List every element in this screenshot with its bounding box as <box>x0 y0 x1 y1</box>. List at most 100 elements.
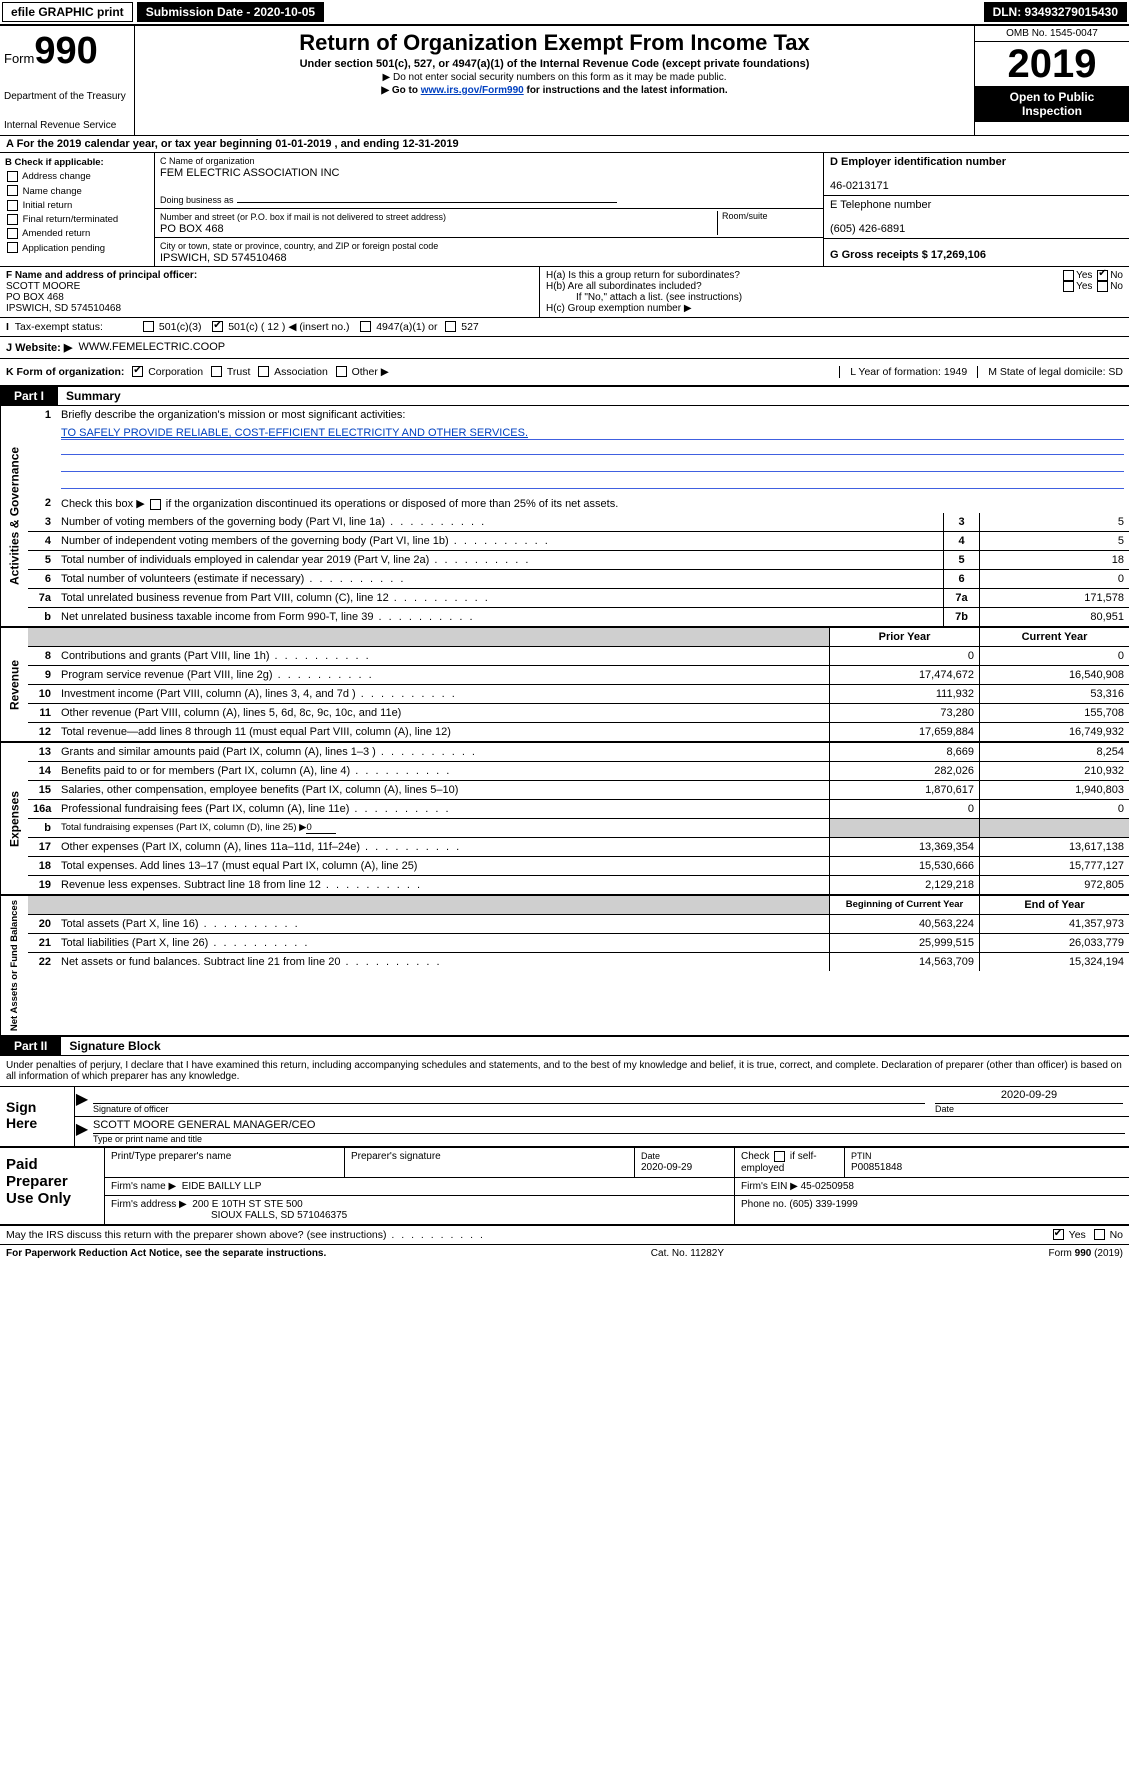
q18-num: 18 <box>28 857 56 875</box>
cb-amended[interactable] <box>7 228 18 239</box>
q7a-text: Total unrelated business revenue from Pa… <box>56 589 943 607</box>
q1-num: 1 <box>28 406 56 424</box>
q5-text: Total number of individuals employed in … <box>56 551 943 569</box>
q5-num: 5 <box>28 551 56 569</box>
officer-sig-line[interactable] <box>93 1089 925 1104</box>
q16b-p <box>829 819 979 837</box>
f-addr2: IPSWICH, SD 574510468 <box>6 303 121 314</box>
q4-n: 4 <box>943 532 979 550</box>
q21-text: Total liabilities (Part X, line 26) <box>56 934 829 952</box>
q13-p: 8,669 <box>829 743 979 761</box>
q10-num: 10 <box>28 685 56 703</box>
prep-name-label: Print/Type preparer's name <box>105 1148 345 1176</box>
k-other[interactable] <box>336 366 347 377</box>
form990-link[interactable]: www.irs.gov/Form990 <box>421 85 524 96</box>
q22-text: Net assets or fund balances. Subtract li… <box>56 953 829 971</box>
revenue-section: Revenue Prior YearCurrent Year 8Contribu… <box>0 628 1129 743</box>
g-receipts-value: G Gross receipts $ 17,269,106 <box>830 249 986 261</box>
q11-c: 155,708 <box>979 704 1129 722</box>
q9-text: Program service revenue (Part VIII, line… <box>56 666 829 684</box>
lb-pending: Application pending <box>22 243 105 254</box>
e-phone-value: (605) 426-6891 <box>830 223 905 235</box>
subtitle-3: ▶ Go to www.irs.gov/Form990 for instruct… <box>143 85 966 96</box>
discuss-no-lb: No <box>1110 1229 1123 1241</box>
q2-checkbox[interactable] <box>150 499 161 510</box>
c-address-row: Number and street (or P.O. box if mail i… <box>155 209 823 238</box>
q21-c: 26,033,779 <box>979 934 1129 952</box>
q14-c: 210,932 <box>979 762 1129 780</box>
i-527[interactable] <box>445 321 456 332</box>
cb-pending[interactable] <box>7 242 18 253</box>
cb-final[interactable] <box>7 214 18 225</box>
k-assoc[interactable] <box>258 366 269 377</box>
part1-tab: Part I <box>0 387 58 405</box>
q3-text: Number of voting members of the governin… <box>56 513 943 531</box>
q2-text: Check this box ▶ if the organization dis… <box>56 494 1129 513</box>
q5-n: 5 <box>943 551 979 569</box>
q2-num: 2 <box>28 494 56 513</box>
f-addr1: PO BOX 468 <box>6 292 64 303</box>
q8-p: 0 <box>829 647 979 665</box>
hb-label: H(b) Are all subordinates included? <box>546 281 702 292</box>
submission-date: Submission Date - 2020-10-05 <box>137 2 324 22</box>
k-other-lb: Other ▶ <box>352 366 389 378</box>
col-de: D Employer identification number 46-0213… <box>824 153 1129 266</box>
e-phone-label: E Telephone number <box>830 199 931 211</box>
j-label: J Website: ▶ <box>6 341 72 354</box>
k-trust-lb: Trust <box>227 366 251 378</box>
hb-note: If "No," attach a list. (see instruction… <box>546 292 1123 303</box>
discuss-text: May the IRS discuss this return with the… <box>6 1229 485 1241</box>
discuss-no[interactable] <box>1094 1229 1105 1240</box>
q4-v: 5 <box>979 532 1129 550</box>
ha-yes[interactable] <box>1063 270 1074 281</box>
cb-address[interactable] <box>7 171 18 182</box>
hdr-prior: Prior Year <box>829 628 979 646</box>
h-group: H(a) Is this a group return for subordin… <box>540 267 1129 317</box>
q10-text: Investment income (Part VIII, column (A)… <box>56 685 829 703</box>
q7b-num: b <box>28 608 56 626</box>
cb-name[interactable] <box>7 185 18 196</box>
q17-p: 13,369,354 <box>829 838 979 856</box>
q11-p: 73,280 <box>829 704 979 722</box>
prep-row-3: Firm's address ▶ 200 E 10TH ST STE 500SI… <box>105 1196 1129 1224</box>
i-501c[interactable] <box>212 321 223 332</box>
q12-num: 12 <box>28 723 56 741</box>
q16a-text: Professional fundraising fees (Part IX, … <box>56 800 829 818</box>
discuss-yes[interactable] <box>1053 1229 1064 1240</box>
q20-num: 20 <box>28 915 56 933</box>
lb-initial: Initial return <box>23 200 73 211</box>
row-k: K Form of organization: Corporation Trus… <box>0 359 1129 387</box>
ha-no[interactable] <box>1097 270 1108 281</box>
q11-num: 11 <box>28 704 56 722</box>
q7a-n: 7a <box>943 589 979 607</box>
q15-num: 15 <box>28 781 56 799</box>
k-trust[interactable] <box>211 366 222 377</box>
part1-header: Part I Summary <box>0 387 1129 406</box>
q19-c: 972,805 <box>979 876 1129 894</box>
tax-year: 2019 <box>975 42 1129 86</box>
c-name-label: C Name of organization <box>160 156 255 166</box>
self-emp-checkbox[interactable] <box>774 1151 785 1162</box>
vtab-revenue: Revenue <box>0 628 28 741</box>
sig-date-label: Date <box>935 1104 1123 1114</box>
ha-no-lb: No <box>1110 270 1123 281</box>
officer-name-label: Type or print name and title <box>93 1134 1125 1144</box>
c-street-label: Number and street (or P.O. box if mail i… <box>160 212 446 222</box>
hb-no[interactable] <box>1097 281 1108 292</box>
hb-yes[interactable] <box>1063 281 1074 292</box>
q10-p: 111,932 <box>829 685 979 703</box>
paid-preparer-grid: Paid Preparer Use Only Print/Type prepar… <box>0 1148 1129 1225</box>
c-city-value: IPSWICH, SD 574510468 <box>160 252 287 264</box>
i-4947[interactable] <box>360 321 371 332</box>
prep-date: Date2020-09-29 <box>635 1148 735 1176</box>
k-corp[interactable] <box>132 366 143 377</box>
ha-label: H(a) Is this a group return for subordin… <box>546 270 740 281</box>
arrow-icon-2: ▶ <box>75 1119 89 1144</box>
sig-date-value: 2020-09-29 <box>935 1089 1123 1104</box>
perjury-text: Under penalties of perjury, I declare th… <box>0 1056 1129 1087</box>
i-501c3[interactable] <box>143 321 154 332</box>
row-j: J Website: ▶ WWW.FEMELECTRIC.COOP <box>0 337 1129 359</box>
q11-text: Other revenue (Part VIII, column (A), li… <box>56 704 829 722</box>
q22-num: 22 <box>28 953 56 971</box>
cb-initial[interactable] <box>7 200 18 211</box>
